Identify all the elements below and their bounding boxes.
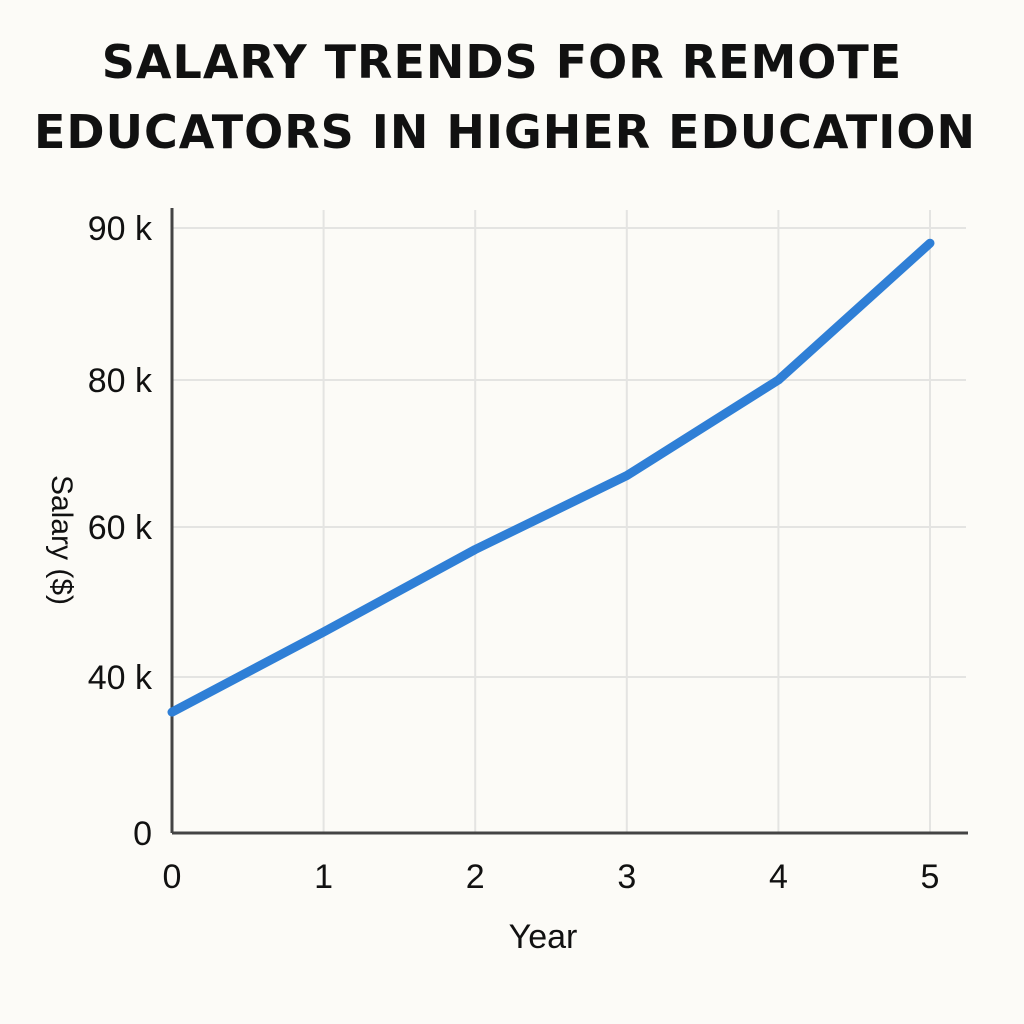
data-point [624, 473, 629, 478]
x-tick-label: 2 [466, 858, 485, 896]
y-tick-labels: 0 40 k 60 k 80 k 90 k [88, 210, 153, 853]
chart-title-line-1: SALARY TRENDS FOR REMOTE [102, 35, 902, 89]
chart-title-line-2: EDUCATORS IN HIGHER EDUCATION [34, 105, 976, 159]
data-point [321, 630, 326, 634]
data-point [170, 710, 174, 715]
x-tick-label: 4 [769, 858, 788, 896]
x-tick-label: 3 [617, 858, 636, 896]
x-tick-label: 1 [314, 858, 333, 896]
data-point [776, 378, 781, 382]
y-axis-label: Salary ($) [45, 475, 78, 605]
grid-lines [172, 210, 966, 833]
y-tick-label: 0 [133, 815, 152, 853]
x-tick-labels: 0 1 2 3 4 5 [163, 858, 940, 896]
data-series [167, 238, 935, 717]
y-tick-label: 40 k [88, 659, 153, 697]
data-point [928, 241, 932, 246]
x-tick-label: 0 [163, 858, 182, 896]
x-axis-label: Year [509, 918, 578, 956]
axes [170, 208, 968, 835]
y-tick-label: 90 k [88, 210, 153, 248]
x-tick-label: 5 [921, 858, 940, 896]
series-line [167, 238, 935, 717]
data-point [473, 547, 478, 552]
chart-title: SALARY TRENDS FOR REMOTE EDUCATORS IN HI… [34, 35, 976, 159]
y-tick-label: 60 k [88, 509, 153, 547]
y-tick-label: 80 k [88, 362, 153, 400]
